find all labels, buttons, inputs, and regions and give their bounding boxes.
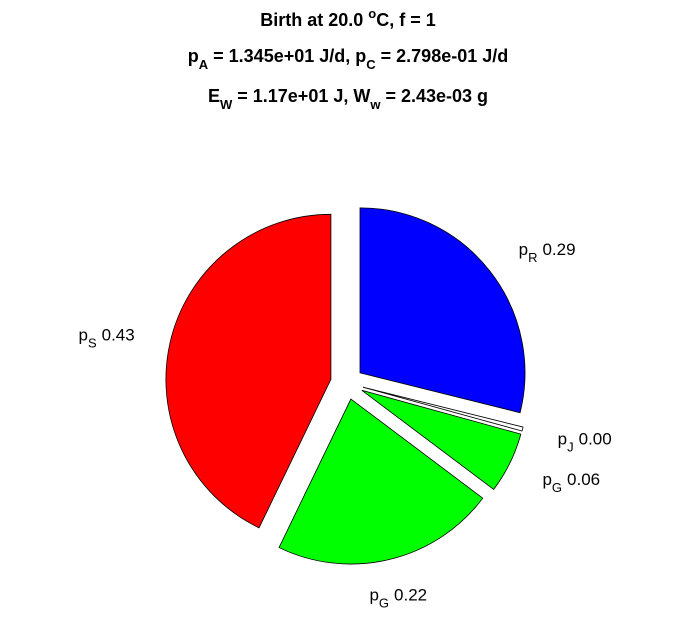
value-label: 0.06	[567, 470, 600, 489]
title-segment: p	[188, 46, 199, 66]
label-sub: J	[567, 439, 574, 454]
label-sub: S	[88, 335, 97, 350]
label-sub: R	[528, 250, 537, 265]
pie-slice	[361, 389, 522, 490]
value-label: 0.00	[579, 429, 612, 448]
title-segment: = 1.345e+01 J/d, p	[208, 46, 366, 66]
value-label: 0.43	[102, 325, 135, 344]
slice-label: pJ 0.00	[558, 429, 612, 454]
label-name: p	[519, 240, 528, 259]
label-name: p	[558, 429, 567, 448]
chart-title: pA = 1.345e+01 J/d, pC = 2.798e-01 J/d	[188, 46, 508, 72]
pie-slice	[278, 398, 484, 565]
title-segment: = 1.17e+01 J, W	[232, 86, 370, 106]
title-segment: Birth at 20.0	[260, 10, 368, 30]
slice-label: pG 0.22	[369, 586, 427, 611]
value-label: 0.29	[542, 240, 575, 259]
title-segment: = 2.798e-01 J/d	[376, 46, 509, 66]
label-name: p	[78, 325, 87, 344]
slice-label: pG 0.06	[542, 470, 600, 495]
title-segment: E	[208, 86, 220, 106]
title-segment: w	[369, 97, 381, 112]
title-segment: C	[366, 57, 376, 72]
chart-title: EW = 1.17e+01 J, Ww = 2.43e-03 g	[208, 86, 488, 112]
value-label: 0.22	[394, 586, 427, 605]
title-segment: = 2.43e-03 g	[380, 86, 488, 106]
chart-title: Birth at 20.0 oC, f = 1	[260, 6, 436, 30]
slice-label: pR 0.29	[519, 240, 576, 265]
title-segment: C, f = 1	[376, 10, 436, 30]
pie-slice	[359, 207, 526, 414]
label-sub: G	[552, 480, 562, 495]
label-name: p	[369, 586, 378, 605]
title-segment: A	[199, 57, 209, 72]
label-name: p	[542, 470, 551, 489]
pie-slice	[362, 386, 524, 432]
pie-slice	[165, 213, 332, 529]
slice-label: pS 0.43	[78, 325, 134, 350]
label-sub: G	[379, 596, 389, 611]
title-segment: W	[220, 97, 233, 112]
title-segment: o	[368, 6, 376, 21]
